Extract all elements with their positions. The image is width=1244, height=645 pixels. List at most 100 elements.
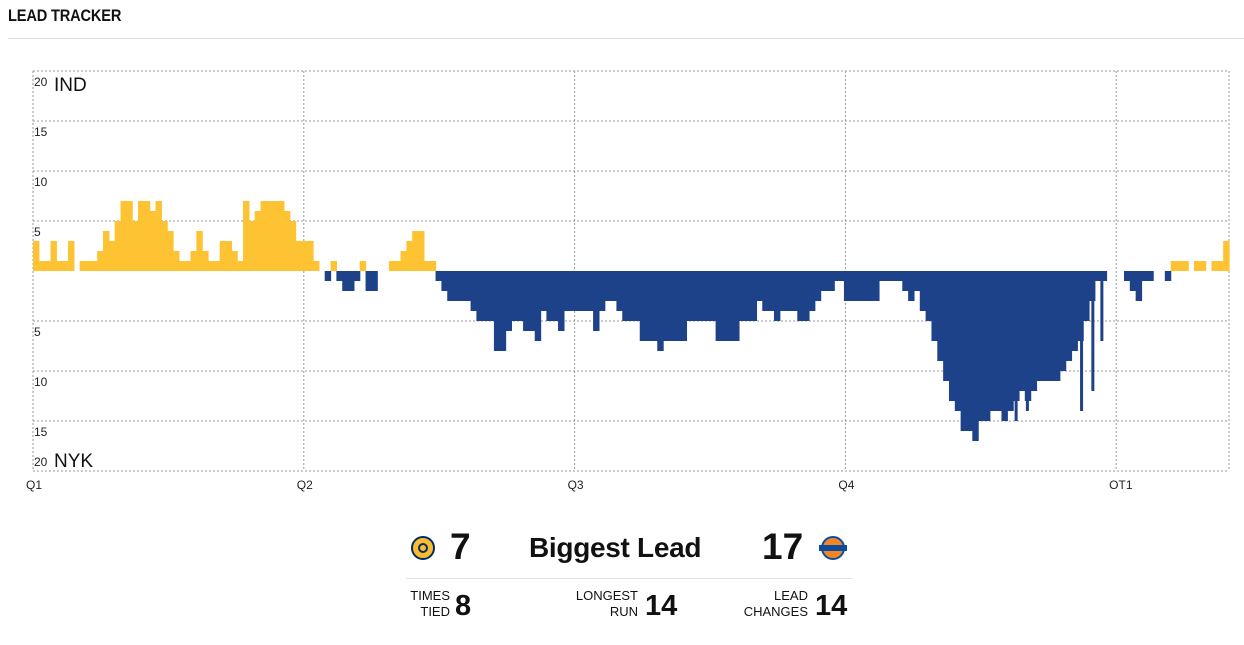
lead-bar-home	[307, 241, 314, 271]
lead-bar-away	[1053, 271, 1061, 381]
lead-bar-away	[581, 271, 588, 311]
lead-bar-away	[773, 271, 781, 321]
lead-bar-away	[651, 271, 658, 341]
lead-bar-home	[406, 241, 413, 271]
lead-bar-away	[517, 271, 524, 321]
lead-bar-home	[283, 211, 291, 271]
lead-bar-away	[639, 271, 647, 341]
lead-spike-away	[1091, 271, 1095, 391]
lead-bar-away	[884, 271, 892, 281]
lead-bar-home	[1176, 261, 1183, 271]
lead-bar-away	[709, 271, 717, 321]
lead-bar-away	[657, 271, 664, 351]
lead-bar-home	[301, 241, 308, 271]
longest-run-value: 14	[645, 590, 678, 622]
lead-bar-away	[878, 271, 886, 281]
lead-bar-away	[645, 271, 653, 341]
lead-bar-away	[575, 271, 583, 311]
longest-run-label: LONGEST RUN	[575, 588, 638, 619]
lead-spike-away	[1014, 271, 1018, 421]
lead-bar-away	[604, 271, 612, 301]
lead-bar-home	[248, 221, 256, 271]
header-divider	[8, 38, 1244, 39]
lead-bar-away	[493, 271, 501, 351]
lead-bar-away	[441, 271, 448, 291]
game-stats: 7 Biggest Lead 17 TIMES TIED 8 LONGEST R…	[400, 520, 860, 622]
lead-bar-home	[120, 201, 127, 271]
lead-bar-away	[453, 271, 460, 301]
lead-bar-away	[540, 271, 548, 311]
lead-bar-home	[173, 251, 180, 271]
lead-bar-away	[616, 271, 623, 311]
lead-bar-away	[1018, 271, 1026, 391]
lead-bar-home	[423, 261, 431, 271]
lead-bar-away	[797, 271, 804, 321]
lead-bar-away	[342, 271, 349, 291]
lead-bar-home	[388, 261, 396, 271]
lead-bar-away	[1036, 271, 1043, 381]
lead-bar-away	[873, 271, 880, 301]
biggest-lead-row: 7 Biggest Lead 17	[400, 520, 860, 576]
lead-bar-home	[295, 241, 302, 271]
lead-bar-home	[278, 201, 285, 271]
lead-bar-away	[336, 271, 343, 281]
lead-bar-home	[114, 221, 122, 271]
lead-bar-home	[68, 241, 75, 271]
lead-bar-home	[1199, 261, 1207, 271]
lead-bar-home	[1170, 261, 1178, 271]
lead-bar-away	[470, 271, 477, 311]
lead-bar-home	[85, 261, 92, 271]
lead-bar-home	[418, 231, 425, 271]
lead-bar-away	[843, 271, 851, 301]
lead-bar-away	[849, 271, 857, 301]
lead-bar-home	[1223, 241, 1230, 271]
lead-bar-away	[867, 271, 874, 301]
lead-bar-away	[365, 271, 372, 291]
lead-bar-away	[978, 271, 985, 421]
lead-bar-away	[814, 271, 822, 301]
lead-bar-away	[1001, 271, 1008, 421]
lead-bar-away	[908, 271, 915, 301]
lead-bar-away	[663, 271, 670, 341]
lead-bar-home	[132, 221, 139, 271]
times-tied-value: 8	[455, 590, 472, 622]
lead-bar-away	[1135, 271, 1143, 301]
away-team-label: NYK	[54, 451, 93, 472]
lead-bar-home	[196, 231, 203, 271]
y-tick-label: 5	[34, 325, 41, 339]
lead-bar-away	[826, 271, 833, 291]
lead-bar-away	[348, 271, 355, 291]
lead-bar-away	[668, 271, 676, 341]
lead-bar-away	[832, 271, 839, 281]
lead-bar-home	[260, 201, 267, 271]
y-tick-label: 5	[34, 225, 41, 239]
lead-bar-away	[703, 271, 711, 321]
lead-bar-away	[820, 271, 828, 291]
lead-bar-away	[890, 271, 898, 281]
lead-bar-away	[785, 271, 793, 311]
lead-bar-away	[698, 271, 705, 321]
lead-bar-away	[1147, 271, 1154, 281]
lead-bar-away	[983, 271, 991, 421]
lead-bar-away	[931, 271, 938, 341]
lead-bar-home	[108, 241, 116, 271]
lead-bar-away	[756, 271, 763, 301]
lead-bar-away	[913, 271, 921, 291]
lead-bar-away	[435, 271, 442, 281]
lead-bar-away	[353, 271, 361, 281]
lead-bar-away	[563, 271, 571, 311]
lead-bar-away	[371, 271, 378, 291]
lead-bar-away	[674, 271, 682, 341]
biggest-lead-label: Biggest Lead	[529, 532, 702, 563]
lead-bar-home	[208, 261, 215, 271]
x-tick-label: Q3	[568, 478, 584, 492]
lead-bar-away	[511, 271, 518, 321]
x-tick-label: OT1	[1109, 478, 1133, 492]
lead-bar-home	[429, 261, 437, 271]
biggest-lead-home-value: 7	[450, 526, 471, 567]
x-tick-label: Q4	[838, 478, 854, 492]
lead-bar-away	[505, 271, 512, 331]
lead-bar-home	[243, 201, 250, 271]
lead-bar-away	[925, 271, 933, 321]
lead-bar-home	[313, 261, 320, 271]
